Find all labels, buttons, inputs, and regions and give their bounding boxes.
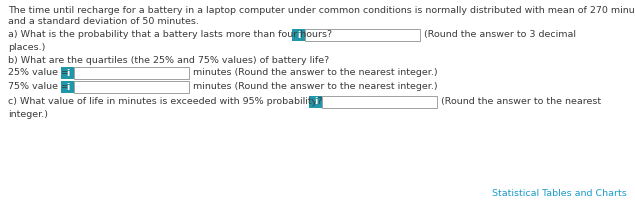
Text: and a standard deviation of 50 minutes.: and a standard deviation of 50 minutes.: [8, 17, 199, 26]
Text: 75% value =: 75% value =: [8, 82, 69, 91]
Text: (Round the answer to 3 decimal: (Round the answer to 3 decimal: [424, 30, 576, 39]
Text: Statistical Tables and Charts: Statistical Tables and Charts: [492, 189, 627, 198]
Text: i: i: [314, 98, 317, 106]
Text: i: i: [66, 82, 69, 92]
Text: 25% value =: 25% value =: [8, 68, 69, 77]
Text: The time until recharge for a battery in a laptop computer under common conditio: The time until recharge for a battery in…: [8, 6, 635, 15]
Text: i: i: [297, 31, 300, 40]
Text: (Round the answer to the nearest: (Round the answer to the nearest: [441, 97, 601, 106]
Text: integer.): integer.): [8, 110, 48, 119]
FancyBboxPatch shape: [322, 96, 437, 108]
FancyBboxPatch shape: [74, 67, 189, 79]
Text: a) What is the probability that a battery lasts more than four hours?: a) What is the probability that a batter…: [8, 30, 332, 39]
Text: places.): places.): [8, 43, 45, 52]
FancyBboxPatch shape: [61, 81, 74, 93]
FancyBboxPatch shape: [61, 67, 74, 79]
FancyBboxPatch shape: [309, 96, 322, 108]
Text: c) What value of life in minutes is exceeded with 95% probability?: c) What value of life in minutes is exce…: [8, 97, 323, 106]
Text: minutes (Round the answer to the nearest integer.): minutes (Round the answer to the nearest…: [193, 68, 438, 77]
FancyBboxPatch shape: [74, 81, 189, 93]
Text: i: i: [66, 69, 69, 78]
Text: minutes (Round the answer to the nearest integer.): minutes (Round the answer to the nearest…: [193, 82, 438, 91]
FancyBboxPatch shape: [305, 29, 420, 41]
Text: b) What are the quartiles (the 25% and 75% values) of battery life?: b) What are the quartiles (the 25% and 7…: [8, 56, 330, 65]
FancyBboxPatch shape: [292, 29, 305, 41]
